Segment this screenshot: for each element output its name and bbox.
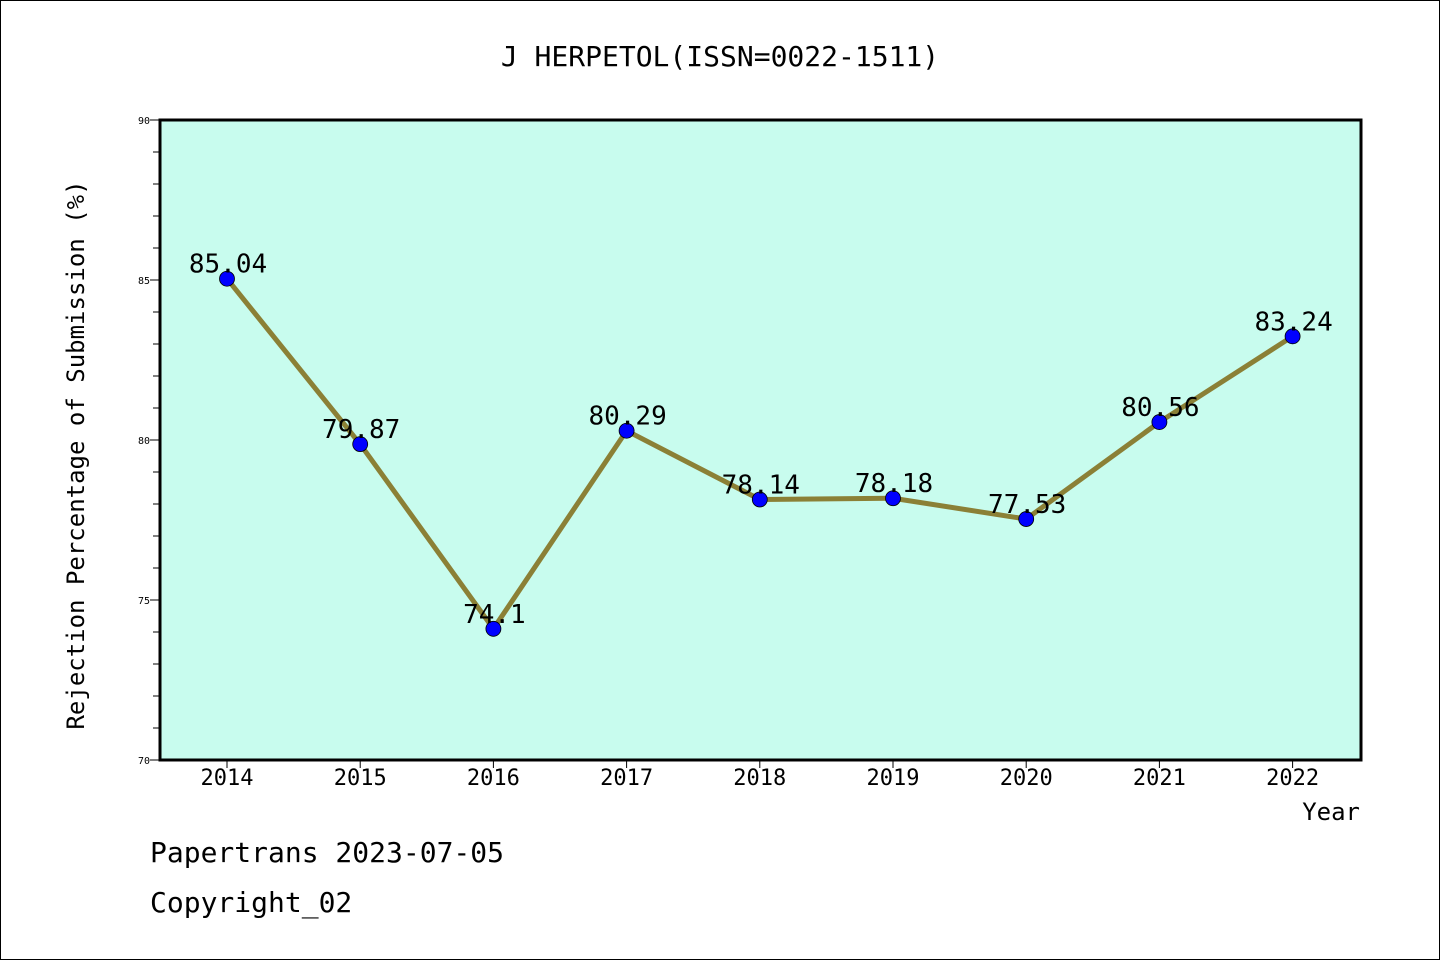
- x-tick-label: 2020: [1000, 766, 1053, 791]
- data-label-2018: 78.14: [722, 471, 800, 501]
- data-label-2019: 78.18: [855, 469, 933, 499]
- x-tick-label: 2015: [334, 766, 387, 791]
- data-point-2019: [885, 490, 901, 507]
- data-label-2021: 80.56: [1121, 393, 1199, 423]
- data-point-2016: [485, 620, 502, 637]
- y-tick-label: 75: [138, 596, 150, 607]
- x-tick-label: 2014: [201, 766, 254, 791]
- y-axis: 70 75 80 85 90: [138, 116, 160, 767]
- data-point-2021: [1151, 414, 1168, 430]
- data-label-2014: 85.04: [189, 250, 267, 280]
- data-label-2020: 77.53: [988, 490, 1066, 520]
- data-label-2016: 74.1: [463, 600, 526, 630]
- x-tick-label: 2019: [867, 766, 920, 791]
- data-labels: 85.04 79.87 74.1 80.29 78.14 78.18 77.53 80.56 8…: [189, 250, 1333, 630]
- footer-date: Papertrans 2023-07-05: [150, 836, 505, 869]
- data-points: [219, 270, 1301, 637]
- data-label-2015: 79.87: [322, 415, 400, 445]
- data-label-2022: 83.24: [1254, 307, 1332, 337]
- x-tick-label: 2017: [600, 766, 653, 791]
- data-point-2022: [1284, 328, 1301, 345]
- data-label-2017: 80.29: [588, 402, 666, 432]
- y-axis-label: Rejection Percentage of Submission (%): [62, 180, 90, 729]
- x-tick-label: 2016: [467, 766, 520, 791]
- data-point-2014: [219, 270, 235, 287]
- x-axis-label: Year: [1302, 798, 1360, 826]
- data-point-2017: [618, 422, 635, 439]
- x-tick-label: 2022: [1266, 766, 1319, 791]
- data-point-2015: [352, 436, 369, 453]
- x-tick-label: 2021: [1133, 766, 1186, 791]
- data-point-2018: [751, 491, 768, 508]
- footer-copyright: Copyright_02: [150, 886, 353, 919]
- y-tick-label: 90: [138, 116, 150, 127]
- data-point-2020: [1018, 511, 1035, 527]
- chart-title: J HERPETOL(ISSN=0022-1511): [501, 40, 939, 73]
- y-tick-label: 70: [138, 756, 150, 767]
- y-tick-label: 80: [138, 436, 150, 447]
- x-axis: 2014 2015 2016 2017 2018 2019 2020 2021 2022: [201, 760, 1319, 791]
- x-tick-label: 2018: [733, 766, 786, 791]
- y-tick-label: 85: [138, 276, 150, 287]
